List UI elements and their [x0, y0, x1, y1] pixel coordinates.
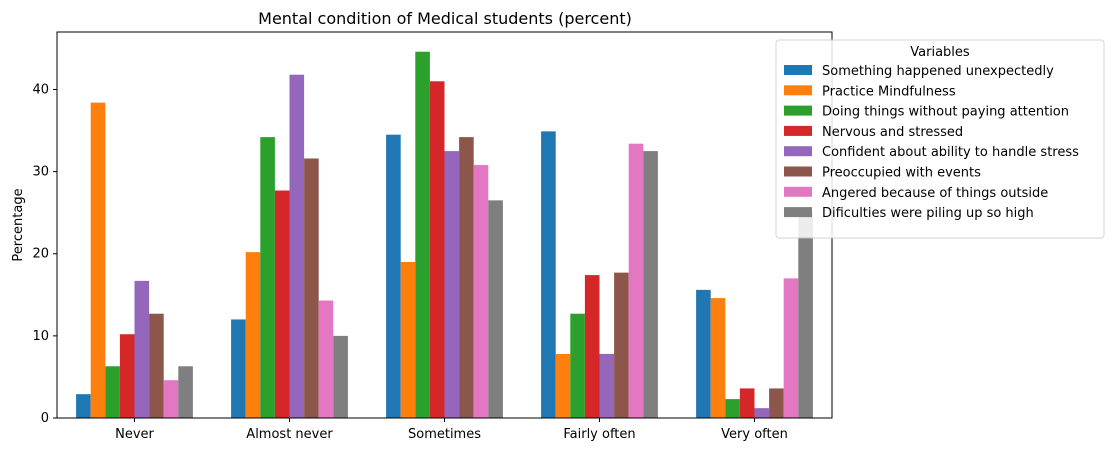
- bar: [628, 143, 644, 418]
- bar: [798, 212, 813, 418]
- bar: [119, 334, 135, 418]
- bar: [696, 289, 711, 418]
- bar: [386, 134, 401, 418]
- chart-title: Mental condition of Medical students (pe…: [258, 9, 632, 28]
- legend-frame: [775, 39, 1105, 239]
- bar: [90, 102, 106, 418]
- bar: [570, 313, 585, 418]
- bar: [134, 280, 150, 418]
- bar: [710, 298, 726, 418]
- legend-label: Practice Mindfulness: [822, 84, 956, 99]
- bar: [231, 319, 246, 418]
- legend-label: Angered because of things outside: [822, 186, 1048, 201]
- legend-swatch: [784, 105, 812, 116]
- y-tick-label: 20: [32, 247, 49, 262]
- legend-label: Doing things without paying attention: [822, 105, 1069, 120]
- bar: [429, 81, 445, 418]
- bar: [769, 388, 784, 418]
- legend-label: Something happened unexpectedly: [822, 64, 1054, 79]
- legend-label: Preoccupied with events: [822, 166, 981, 181]
- bar: [754, 408, 770, 418]
- x-tick-label: Almost never: [246, 427, 333, 442]
- bar: [459, 137, 474, 418]
- bar: [415, 51, 430, 419]
- legend-swatch: [784, 207, 812, 218]
- bar: [289, 74, 305, 419]
- y-axis-label: Percentage: [11, 188, 26, 261]
- bar: [163, 380, 179, 418]
- bar: [599, 353, 615, 418]
- bar: [614, 272, 629, 418]
- bar: [555, 353, 571, 418]
- bar: [400, 261, 416, 418]
- legend-title: Variables: [910, 45, 970, 60]
- bar: [444, 151, 460, 418]
- bar: [783, 278, 799, 418]
- bar: [584, 275, 600, 418]
- y-tick-label: 40: [32, 82, 49, 97]
- y-tick-label: 0: [41, 411, 49, 426]
- legend-swatch: [784, 166, 812, 177]
- y-tick-label: 30: [32, 165, 49, 180]
- axes-group: 0 10 20 30 40 Never Almost never Sometimes Fairl…: [32, 31, 833, 442]
- bar: [643, 151, 658, 418]
- x-tick-label: Never: [115, 427, 154, 442]
- legend-swatch: [784, 146, 812, 157]
- legend-items: Something happened unexpectedly Practice …: [784, 64, 1079, 221]
- legend-swatch: [784, 85, 812, 96]
- bar: [76, 394, 91, 418]
- bar: [149, 313, 164, 418]
- bar: [178, 366, 193, 418]
- bar: [274, 190, 290, 418]
- bar: [725, 399, 740, 418]
- bar: [318, 300, 334, 418]
- bar: [541, 131, 556, 418]
- bar: [105, 366, 120, 418]
- legend: Variables Something happened unexpectedl…: [775, 39, 1105, 239]
- x-tick-label: Very often: [721, 427, 788, 442]
- bar: [473, 165, 489, 418]
- legend-label: Nervous and stressed: [822, 125, 963, 140]
- bar: [333, 335, 348, 418]
- legend-label: Dificulties were piling up so high: [822, 206, 1034, 221]
- y-tick-label: 10: [32, 329, 49, 344]
- legend-swatch: [784, 186, 812, 197]
- legend-swatch: [784, 125, 812, 136]
- bar: [260, 137, 275, 418]
- legend-label: Confident about ability to handle stress: [822, 145, 1079, 160]
- bar: [488, 200, 503, 418]
- x-tick-label: Fairly often: [563, 427, 635, 442]
- bar: [739, 388, 755, 418]
- x-tick-label: Sometimes: [408, 427, 481, 442]
- bar: [245, 252, 261, 418]
- bar: [304, 158, 319, 419]
- bars-group: [76, 51, 813, 419]
- legend-swatch: [784, 65, 812, 75]
